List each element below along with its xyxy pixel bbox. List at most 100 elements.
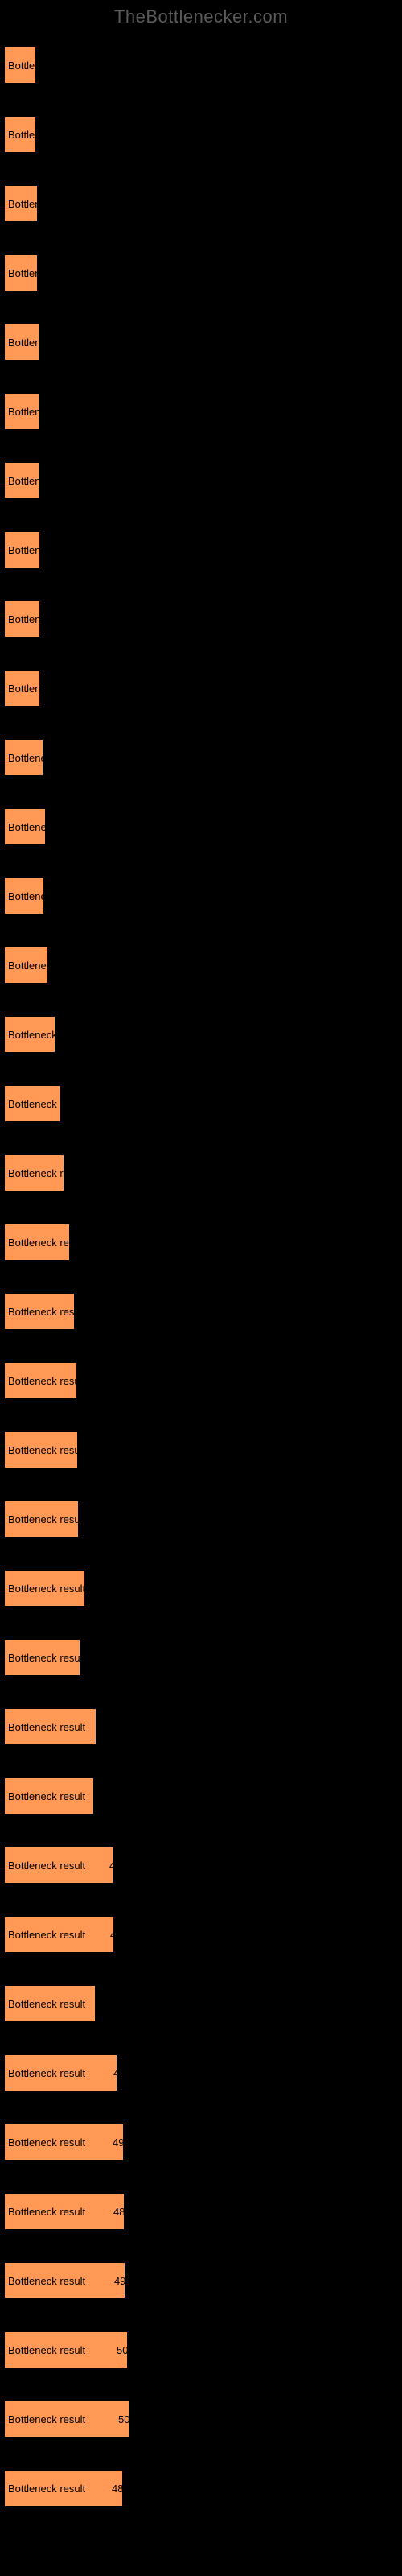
bar-label: Bottleneck result: [8, 2206, 85, 2218]
bar-row: Bottleneck result: [5, 1969, 397, 2038]
bar-row: Bottleneck result: [5, 1277, 397, 1346]
bar: Bottleneck result: [5, 1294, 74, 1329]
bar: Bottlenec: [5, 671, 39, 706]
bar-label: Bottleneck result: [8, 1860, 85, 1872]
bar: Bottleneck result: [5, 1363, 76, 1398]
bar: Bottlenec: [5, 601, 39, 637]
bar-row: Bottleneck result: [5, 1415, 397, 1484]
bar-row: Bottlene: [5, 100, 397, 169]
bar: Bottleneck result 50: [5, 2332, 127, 2368]
bar: Bottleneck result: [5, 1986, 95, 2021]
bar-label: Bottlenec: [8, 544, 51, 556]
bar-row: Bottleneck r: [5, 931, 397, 1000]
bar: Bottleneck result 49: [5, 2124, 123, 2160]
bar-row: Bottleneck result 49: [5, 2107, 397, 2177]
bar-row: Bottlene: [5, 31, 397, 100]
bar: Bottlenec: [5, 463, 39, 498]
bar-value: 50: [118, 2413, 129, 2425]
bar-label: Bottleneck result: [8, 1583, 85, 1595]
bar-label: Bottleneck result: [8, 2067, 85, 2079]
bar-label: Bottleneck r: [8, 960, 64, 972]
bar: Bottleneck result: [5, 1432, 77, 1468]
bar-row: Bottlenec: [5, 377, 397, 446]
bar: Bottleneck result 50: [5, 2401, 129, 2437]
bar-row: Bottleneck result: [5, 1484, 397, 1554]
bar: Bottleneck result: [5, 1501, 78, 1537]
bar-label: Bottleneck result: [8, 1444, 85, 1456]
bar-row: Bottleneck: [5, 723, 397, 792]
bar-label: Bottleneck result: [8, 1652, 85, 1664]
bar-row: Bottlenec: [5, 584, 397, 654]
bar-label: Bottleneck: [8, 890, 57, 902]
bar-value: 4: [110, 1929, 116, 1941]
bar: Bottleneck r: [5, 809, 45, 844]
bar-row: Bottlene: [5, 238, 397, 308]
bar-row: Bottleneck result: [5, 1069, 397, 1138]
bar-value: 4: [113, 2067, 119, 2079]
bar-row: Bottlenec: [5, 446, 397, 515]
bar: Bottlenec: [5, 532, 39, 568]
bar: Bottleneck result: [5, 1155, 64, 1191]
bar-row: Bottlene: [5, 169, 397, 238]
bar: Bottlene: [5, 47, 35, 83]
bar-value: 48: [112, 2483, 123, 2495]
bar-row: Bottleneck result49: [5, 2246, 397, 2315]
bar-label: Bottlene: [8, 267, 47, 279]
bar-label: Bottlenec: [8, 613, 51, 625]
bar: Bottleneck: [5, 878, 43, 914]
bar-row: Bottleneck result 50: [5, 2384, 397, 2454]
bar-label: Bottlene: [8, 129, 47, 141]
bar-label: Bottleneck result: [8, 1998, 85, 2010]
bar-label: Bottleneck result: [8, 1790, 85, 1802]
bar-row: Bottleneck result 50: [5, 2315, 397, 2384]
bar-label: Bottleneck result: [8, 1929, 85, 1941]
bar-label: Bottleneck result: [8, 2275, 85, 2287]
bar: Bottleneck resu: [5, 1017, 55, 1052]
bar-row: Bottleneck result 4: [5, 2038, 397, 2107]
bar: Bottleneck result: [5, 1086, 60, 1121]
bar-label: Bottleneck resu: [8, 1029, 80, 1041]
bar-row: Bottleneck result: [5, 1554, 397, 1623]
bar: Bottleneck result48: [5, 2471, 122, 2506]
bar: Bottleneck r: [5, 947, 47, 983]
bar-row: Bottleneck result48: [5, 2454, 397, 2523]
bar-label: Bottlenec: [8, 336, 51, 349]
bar-label: Bottleneck result: [8, 2413, 85, 2425]
bar-value: 50: [117, 2344, 128, 2356]
bar-label: Bottleneck result: [8, 1236, 85, 1249]
bar: Bottleneck result: [5, 1709, 96, 1744]
bar-row: Bottleneck result: [5, 1138, 397, 1208]
bar-label: Bottleneck result: [8, 2136, 85, 2149]
bar-label: Bottleneck result: [8, 1513, 85, 1525]
bar-label: Bottleneck result: [8, 1098, 85, 1110]
bar-row: Bottleneck result 4: [5, 1900, 397, 1969]
bar-label: Bottlene: [8, 60, 47, 72]
bar: Bottleneck result 4: [5, 1847, 113, 1883]
bar-label: Bottlenec: [8, 683, 51, 695]
bar-label: Bottleneck r: [8, 821, 64, 833]
bar-row: Bottleneck result: [5, 1761, 397, 1831]
bar-value: 49: [113, 2136, 124, 2149]
bar-value: 48: [113, 2206, 125, 2218]
bar: Bottleneck result: [5, 1640, 80, 1675]
bar: Bottleneck result 4: [5, 1917, 113, 1952]
bar: Bottleneck result: [5, 1224, 69, 1260]
bar-label: Bottlene: [8, 198, 47, 210]
bar-row: Bottleneck result 4: [5, 1831, 397, 1900]
bar-row: Bottleneck result 48: [5, 2177, 397, 2246]
bar-row: Bottlenec: [5, 515, 397, 584]
bar-label: Bottleneck result: [8, 1721, 85, 1733]
bar: Bottlenec: [5, 324, 39, 360]
bar-label: Bottleneck result: [8, 2344, 85, 2356]
header-title: TheBottlenecker.com: [114, 6, 288, 27]
bar-row: Bottleneck result: [5, 1692, 397, 1761]
bar-value: 4: [109, 1860, 115, 1872]
bar-label: Bottleneck: [8, 752, 57, 764]
bar-label: Bottleneck result: [8, 1167, 85, 1179]
bar: Bottleneck result 48: [5, 2194, 124, 2229]
bar-row: Bottleneck resu: [5, 1000, 397, 1069]
bar: Bottleneck result: [5, 1571, 84, 1606]
bar: Bottlene: [5, 186, 37, 221]
bar: Bottlene: [5, 255, 37, 291]
bar-row: Bottlenec: [5, 654, 397, 723]
